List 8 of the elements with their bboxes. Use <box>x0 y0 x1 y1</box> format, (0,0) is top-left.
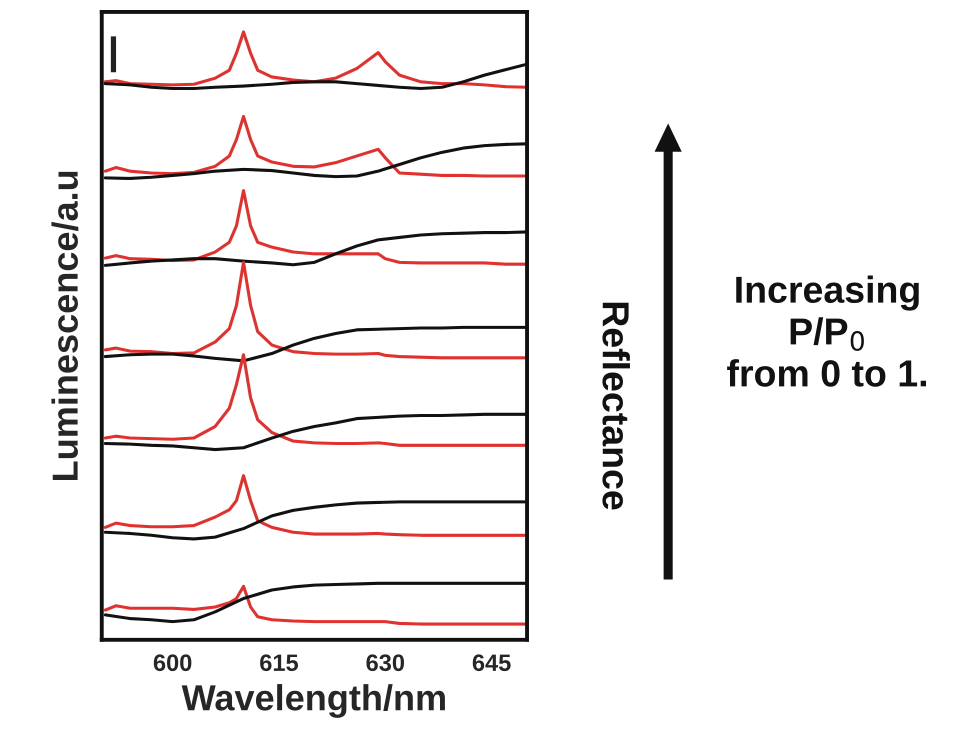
text: Increasing P/P$_{0}$ from 0 to 1. <box>727 275 926 387</box>
x-axis-title: Wavelength/nm <box>182 684 445 718</box>
x-tick-label: 615 <box>260 654 298 672</box>
y-axis-title: Luminescence/a.u <box>51 172 78 480</box>
text: Reflectance <box>602 302 630 510</box>
x-tick-label: 630 <box>366 654 404 672</box>
x-tick-label: 645 <box>472 654 511 672</box>
x-tick-label: 600 <box>154 654 192 672</box>
